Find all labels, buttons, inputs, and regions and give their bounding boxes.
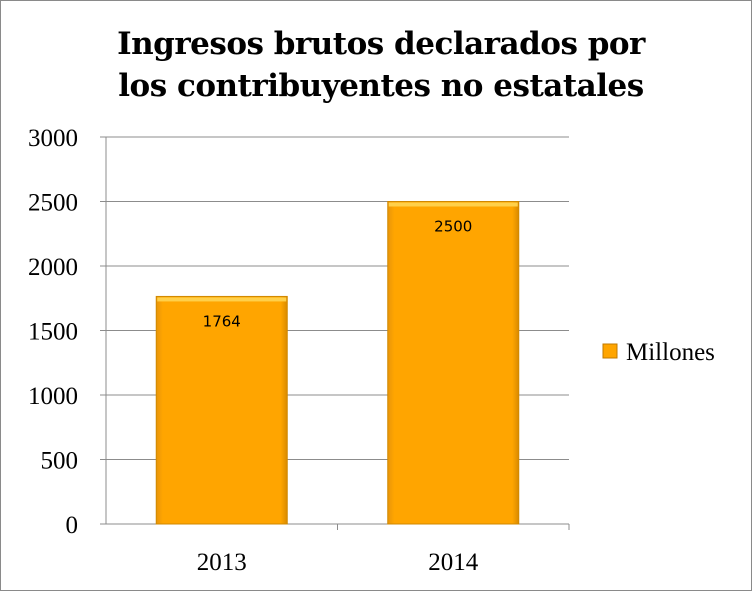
x-tick-label: 2014 — [428, 549, 479, 576]
data-label: 2500 — [434, 218, 472, 236]
bar-highlight — [388, 202, 518, 207]
bar-2014 — [387, 201, 520, 525]
y-tick-label: 1500 — [28, 319, 78, 346]
x-tick-label: 2013 — [197, 549, 247, 576]
bar-2013 — [155, 295, 288, 525]
y-tick-label: 2500 — [28, 190, 78, 217]
y-tick-label: 3000 — [28, 125, 78, 152]
y-tick-label: 500 — [41, 448, 79, 475]
chart-title: Ingresos brutos declarados por los contr… — [61, 23, 701, 107]
legend-swatch — [602, 343, 618, 359]
title-line-2: los contribuyentes no estatales — [118, 68, 644, 104]
legend-label: Millones — [626, 339, 715, 366]
y-tick-label: 2000 — [28, 254, 78, 281]
y-tick-label: 1000 — [28, 383, 78, 410]
title-line-1: Ingresos brutos declarados por — [117, 26, 645, 62]
data-label: 1764 — [203, 312, 241, 330]
bar-highlight — [157, 297, 287, 302]
y-tick-label: 0 — [66, 512, 79, 539]
